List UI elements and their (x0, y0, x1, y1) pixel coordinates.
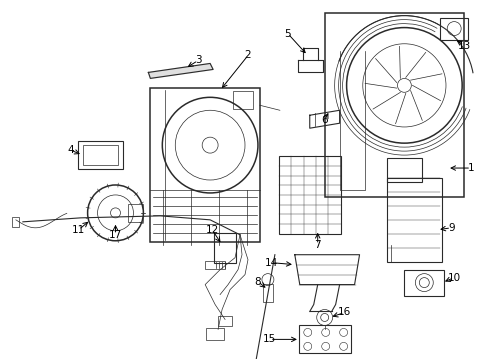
Bar (324, 13, 463, 197)
Bar (150, 88, 260, 242)
Text: 6: 6 (321, 115, 327, 125)
Text: 2: 2 (244, 50, 251, 60)
Text: 12: 12 (205, 225, 218, 235)
Bar (206, 328, 224, 340)
Bar (386, 158, 421, 183)
Bar (78, 141, 122, 169)
Bar (82, 145, 118, 165)
Text: 3: 3 (195, 55, 201, 66)
Text: 11: 11 (72, 225, 85, 235)
Bar (278, 156, 340, 234)
Bar (218, 316, 232, 327)
Text: 5: 5 (284, 28, 290, 39)
Text: 1: 1 (467, 163, 473, 173)
Text: 10: 10 (447, 273, 460, 283)
Bar (214, 233, 236, 263)
Bar (386, 177, 441, 262)
Bar (298, 325, 350, 353)
Text: 15: 15 (263, 334, 276, 345)
Text: 9: 9 (447, 223, 453, 233)
Bar (233, 91, 252, 109)
Bar (404, 270, 443, 296)
Text: 7: 7 (314, 240, 321, 250)
Bar (205, 261, 224, 269)
Text: 14: 14 (264, 258, 278, 268)
Text: 13: 13 (457, 41, 470, 50)
Text: 4: 4 (67, 145, 74, 155)
Bar (128, 204, 142, 222)
Polygon shape (148, 63, 213, 78)
Text: 17: 17 (109, 230, 122, 240)
Bar (12, 217, 20, 227)
Text: 8: 8 (254, 276, 261, 287)
Bar (263, 284, 272, 302)
Text: 16: 16 (337, 307, 350, 318)
Bar (439, 18, 467, 40)
